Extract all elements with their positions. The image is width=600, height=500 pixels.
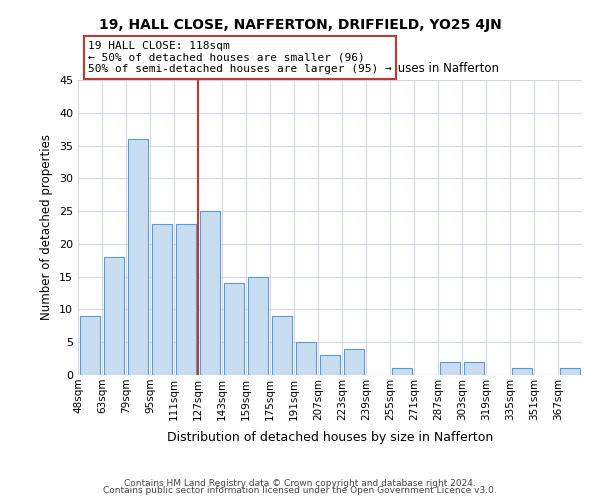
Bar <box>392 368 412 375</box>
Bar <box>560 368 580 375</box>
Bar <box>440 362 460 375</box>
Bar <box>512 368 532 375</box>
Bar <box>464 362 484 375</box>
Text: Contains public sector information licensed under the Open Government Licence v3: Contains public sector information licen… <box>103 486 497 495</box>
Y-axis label: Number of detached properties: Number of detached properties <box>40 134 53 320</box>
Bar <box>152 224 172 375</box>
Text: 19, HALL CLOSE, NAFFERTON, DRIFFIELD, YO25 4JN: 19, HALL CLOSE, NAFFERTON, DRIFFIELD, YO… <box>98 18 502 32</box>
Bar <box>128 139 148 375</box>
Bar <box>104 257 124 375</box>
Bar <box>272 316 292 375</box>
Bar <box>80 316 100 375</box>
Bar <box>176 224 196 375</box>
Bar <box>248 276 268 375</box>
Text: Contains HM Land Registry data © Crown copyright and database right 2024.: Contains HM Land Registry data © Crown c… <box>124 478 476 488</box>
Bar <box>296 342 316 375</box>
Bar <box>224 283 244 375</box>
X-axis label: Distribution of detached houses by size in Nafferton: Distribution of detached houses by size … <box>167 431 493 444</box>
Title: Size of property relative to detached houses in Nafferton: Size of property relative to detached ho… <box>161 62 499 74</box>
Bar <box>344 349 364 375</box>
Bar <box>200 211 220 375</box>
Text: 19 HALL CLOSE: 118sqm
← 50% of detached houses are smaller (96)
50% of semi-deta: 19 HALL CLOSE: 118sqm ← 50% of detached … <box>88 41 392 74</box>
Bar <box>320 356 340 375</box>
